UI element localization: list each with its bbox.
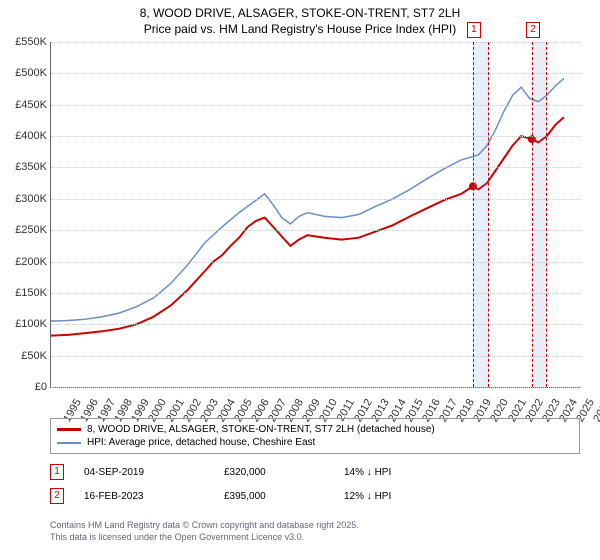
chart-container: 8, WOOD DRIVE, ALSAGER, STOKE-ON-TRENT, … <box>0 0 600 560</box>
chart-lines <box>51 42 581 387</box>
gridline <box>51 324 581 325</box>
gridline <box>51 73 581 74</box>
y-axis-label: £250K <box>3 224 47 236</box>
table-row: 2 16-FEB-2023 £395,000 12% ↓ HPI <box>50 484 580 508</box>
y-axis-label: £50K <box>3 350 47 362</box>
footer-line1: Contains HM Land Registry data © Crown c… <box>50 520 359 532</box>
y-axis-label: £450K <box>3 99 47 111</box>
gridline <box>51 199 581 200</box>
band-marker: 1 <box>467 22 481 38</box>
gridline <box>51 105 581 106</box>
gridline <box>51 136 581 137</box>
title-line2: Price paid vs. HM Land Registry's House … <box>0 22 600 38</box>
gridline <box>51 356 581 357</box>
row-date: 16-FEB-2023 <box>84 491 224 502</box>
y-axis-label: £150K <box>3 287 47 299</box>
legend-label: 8, WOOD DRIVE, ALSAGER, STOKE-ON-TRENT, … <box>87 424 435 435</box>
y-axis-label: £0 <box>3 381 47 393</box>
row-pct: 14% ↓ HPI <box>344 467 444 478</box>
y-axis-label: £400K <box>3 130 47 142</box>
gridline <box>51 262 581 263</box>
title-line1: 8, WOOD DRIVE, ALSAGER, STOKE-ON-TRENT, … <box>0 6 600 22</box>
row-price: £320,000 <box>224 467 344 478</box>
row-marker: 1 <box>50 464 64 480</box>
gridline <box>51 167 581 168</box>
legend-label: HPI: Average price, detached house, Ches… <box>87 437 315 448</box>
gridline <box>51 42 581 43</box>
row-date: 04-SEP-2019 <box>84 467 224 478</box>
legend-swatch <box>57 442 81 444</box>
sales-table: 1 04-SEP-2019 £320,000 14% ↓ HPI 2 16-FE… <box>50 460 580 508</box>
y-axis-label: £350K <box>3 161 47 173</box>
footer-line2: This data is licensed under the Open Gov… <box>50 532 359 544</box>
row-pct: 12% ↓ HPI <box>344 491 444 502</box>
legend-item: 8, WOOD DRIVE, ALSAGER, STOKE-ON-TRENT, … <box>57 423 573 436</box>
chart-title: 8, WOOD DRIVE, ALSAGER, STOKE-ON-TRENT, … <box>0 0 600 37</box>
y-axis-label: £550K <box>3 36 47 48</box>
row-price: £395,000 <box>224 491 344 502</box>
footer: Contains HM Land Registry data © Crown c… <box>50 520 359 543</box>
legend-swatch <box>57 428 81 431</box>
gridline <box>51 387 581 388</box>
legend-item: HPI: Average price, detached house, Ches… <box>57 436 573 449</box>
highlight-band <box>532 42 547 387</box>
legend: 8, WOOD DRIVE, ALSAGER, STOKE-ON-TRENT, … <box>50 418 580 454</box>
gridline <box>51 230 581 231</box>
plot-area: £0£50K£100K£150K£200K£250K£300K£350K£400… <box>50 42 581 388</box>
y-axis-label: £500K <box>3 67 47 79</box>
y-axis-label: £100K <box>3 318 47 330</box>
y-axis-label: £300K <box>3 193 47 205</box>
y-axis-label: £200K <box>3 256 47 268</box>
table-row: 1 04-SEP-2019 £320,000 14% ↓ HPI <box>50 460 580 484</box>
highlight-band <box>473 42 489 387</box>
band-marker: 2 <box>526 22 540 38</box>
gridline <box>51 293 581 294</box>
row-marker: 2 <box>50 488 64 504</box>
